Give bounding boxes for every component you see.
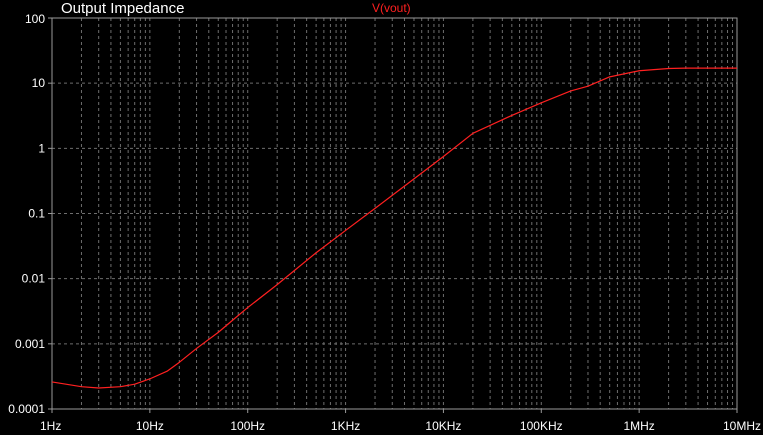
tick-labels: 1Hz 10Hz 100Hz 1KHz 10KHz 100KHz 1MHz 10MHz 0.00… — [8, 12, 761, 433]
y-tick-label: 0.0001 — [8, 402, 45, 416]
series-legend-vout[interactable]: V(vout) — [372, 1, 411, 15]
x-tick-label: 1KHz — [331, 419, 360, 433]
x-tick-label: 1Hz — [40, 419, 61, 433]
x-tick-label: 10KHz — [425, 419, 461, 433]
series-line-vout — [51, 67, 737, 389]
x-tick-label: 100KHz — [520, 419, 563, 433]
y-tick-label: 100 — [25, 12, 45, 26]
y-tick-label: 0.1 — [28, 207, 45, 221]
x-tick-label: 10Hz — [136, 419, 164, 433]
grid-lines — [52, 18, 737, 409]
y-tick-label: 1 — [38, 141, 45, 155]
x-tick-label: 100Hz — [230, 419, 265, 433]
y-tick-label: 10 — [32, 76, 46, 90]
x-tick-label: 10MHz — [723, 419, 761, 433]
y-tick-label: 0.001 — [15, 337, 45, 351]
series-traces — [51, 67, 737, 389]
y-tick-label: 0.01 — [22, 272, 46, 286]
chart-title: Output Impedance — [61, 0, 185, 17]
x-tick-label: 1MHz — [623, 419, 654, 433]
